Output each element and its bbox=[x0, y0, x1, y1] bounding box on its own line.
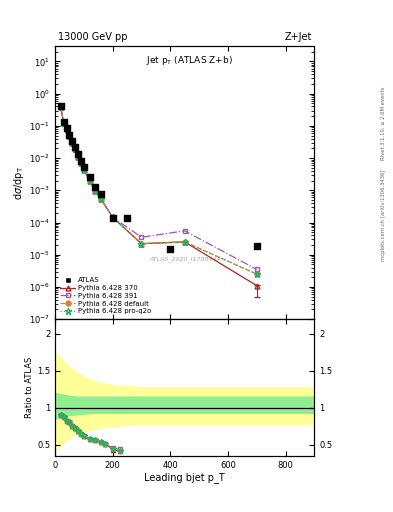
Pythia 6.428 pro-q2o bbox=[59, 104, 63, 110]
Pythia 6.428 default bbox=[70, 140, 75, 146]
ATLAS bbox=[98, 190, 104, 199]
Pythia 6.428 370 bbox=[110, 214, 115, 220]
ATLAS bbox=[58, 102, 64, 110]
Pythia 6.428 pro-q2o bbox=[182, 239, 187, 245]
ATLAS bbox=[124, 214, 130, 222]
Line: Pythia 6.428 370: Pythia 6.428 370 bbox=[58, 105, 259, 288]
Pythia 6.428 pro-q2o bbox=[139, 241, 144, 247]
Pythia 6.428 default bbox=[139, 241, 144, 247]
Pythia 6.428 391 bbox=[79, 160, 83, 166]
Pythia 6.428 370 bbox=[73, 146, 77, 152]
Text: Jet p$_\mathrm{T}$ (ATLAS Z+b): Jet p$_\mathrm{T}$ (ATLAS Z+b) bbox=[147, 54, 233, 67]
Pythia 6.428 default bbox=[79, 160, 83, 166]
Pythia 6.428 370 bbox=[79, 160, 83, 166]
Text: ATLAS_2020_I1788444: ATLAS_2020_I1788444 bbox=[149, 256, 220, 262]
Pythia 6.428 pro-q2o bbox=[110, 214, 115, 220]
ATLAS bbox=[81, 163, 87, 172]
Pythia 6.428 370 bbox=[59, 104, 63, 110]
Pythia 6.428 default bbox=[73, 146, 77, 152]
Pythia 6.428 pro-q2o bbox=[93, 188, 98, 194]
Pythia 6.428 default bbox=[59, 104, 63, 110]
ATLAS bbox=[69, 137, 75, 145]
ATLAS bbox=[86, 174, 93, 182]
ATLAS bbox=[253, 242, 260, 250]
Pythia 6.428 391 bbox=[76, 154, 81, 160]
Pythia 6.428 370 bbox=[64, 126, 69, 132]
Pythia 6.428 370 bbox=[99, 196, 103, 202]
Pythia 6.428 pro-q2o bbox=[76, 154, 81, 160]
Pythia 6.428 370 bbox=[139, 241, 144, 247]
Pythia 6.428 pro-q2o bbox=[61, 120, 66, 126]
Pythia 6.428 pro-q2o bbox=[87, 178, 92, 184]
ATLAS bbox=[61, 118, 67, 126]
Pythia 6.428 pro-q2o bbox=[73, 146, 77, 152]
Line: Pythia 6.428 pro-q2o: Pythia 6.428 pro-q2o bbox=[58, 104, 260, 277]
Pythia 6.428 370 bbox=[182, 239, 187, 245]
Pythia 6.428 default bbox=[67, 133, 72, 139]
Pythia 6.428 391 bbox=[139, 234, 144, 240]
ATLAS bbox=[75, 151, 81, 159]
ATLAS bbox=[110, 214, 116, 222]
ATLAS bbox=[72, 143, 78, 151]
Pythia 6.428 370 bbox=[76, 154, 81, 160]
Pythia 6.428 391 bbox=[64, 126, 69, 132]
Text: 13000 GeV pp: 13000 GeV pp bbox=[58, 32, 127, 42]
Pythia 6.428 default bbox=[61, 120, 66, 126]
Text: mcplots.cern.ch [arXiv:1306.3436]: mcplots.cern.ch [arXiv:1306.3436] bbox=[381, 169, 386, 261]
Pythia 6.428 default bbox=[64, 126, 69, 132]
X-axis label: Leading bjet p_T: Leading bjet p_T bbox=[144, 472, 225, 483]
Pythia 6.428 default bbox=[81, 166, 86, 173]
Pythia 6.428 391 bbox=[59, 104, 63, 110]
Pythia 6.428 pro-q2o bbox=[99, 196, 103, 202]
Pythia 6.428 default bbox=[99, 196, 103, 202]
Pythia 6.428 pro-q2o bbox=[70, 140, 75, 146]
Pythia 6.428 default bbox=[87, 178, 92, 184]
Pythia 6.428 pro-q2o bbox=[64, 126, 69, 132]
Y-axis label: Ratio to ATLAS: Ratio to ATLAS bbox=[25, 357, 34, 418]
Pythia 6.428 pro-q2o bbox=[79, 160, 83, 166]
Pythia 6.428 391 bbox=[99, 196, 103, 202]
Text: Z+Jet: Z+Jet bbox=[285, 32, 312, 42]
Pythia 6.428 391 bbox=[81, 166, 86, 173]
Pythia 6.428 391 bbox=[182, 228, 187, 234]
Pythia 6.428 default bbox=[76, 154, 81, 160]
Pythia 6.428 391 bbox=[110, 214, 115, 220]
Pythia 6.428 default bbox=[110, 214, 115, 220]
Pythia 6.428 pro-q2o bbox=[81, 166, 86, 173]
ATLAS bbox=[66, 131, 73, 139]
Pythia 6.428 391 bbox=[61, 120, 66, 126]
Pythia 6.428 370 bbox=[67, 133, 72, 139]
Text: Rivet 3.1.10, ≥ 2.6M events: Rivet 3.1.10, ≥ 2.6M events bbox=[381, 86, 386, 160]
ATLAS bbox=[63, 124, 70, 132]
Pythia 6.428 370 bbox=[81, 166, 86, 173]
Pythia 6.428 391 bbox=[87, 178, 92, 184]
Pythia 6.428 370 bbox=[254, 283, 259, 289]
Pythia 6.428 370 bbox=[93, 188, 98, 194]
Line: Pythia 6.428 default: Pythia 6.428 default bbox=[58, 105, 259, 276]
Line: Pythia 6.428 391: Pythia 6.428 391 bbox=[58, 105, 259, 272]
ATLAS bbox=[78, 157, 84, 165]
Pythia 6.428 391 bbox=[67, 133, 72, 139]
ATLAS bbox=[92, 183, 99, 191]
Pythia 6.428 pro-q2o bbox=[67, 133, 72, 139]
Pythia 6.428 default bbox=[182, 239, 187, 245]
Pythia 6.428 370 bbox=[87, 178, 92, 184]
ATLAS bbox=[167, 245, 173, 253]
Y-axis label: d$\sigma$/dp$_\mathrm{T}$: d$\sigma$/dp$_\mathrm{T}$ bbox=[12, 165, 26, 200]
Pythia 6.428 370 bbox=[70, 140, 75, 146]
Pythia 6.428 391 bbox=[93, 188, 98, 194]
Pythia 6.428 391 bbox=[73, 146, 77, 152]
Pythia 6.428 370 bbox=[61, 120, 66, 126]
Pythia 6.428 default bbox=[254, 271, 259, 277]
Pythia 6.428 pro-q2o bbox=[254, 271, 259, 277]
Pythia 6.428 391 bbox=[254, 266, 259, 272]
Pythia 6.428 391 bbox=[70, 140, 75, 146]
Pythia 6.428 default bbox=[93, 188, 98, 194]
Legend: ATLAS, Pythia 6.428 370, Pythia 6.428 391, Pythia 6.428 default, Pythia 6.428 pr: ATLAS, Pythia 6.428 370, Pythia 6.428 39… bbox=[59, 276, 152, 316]
